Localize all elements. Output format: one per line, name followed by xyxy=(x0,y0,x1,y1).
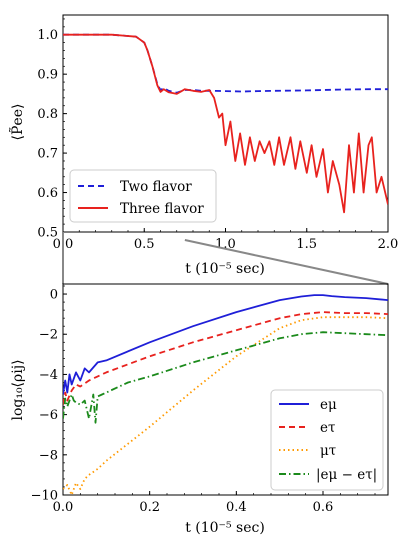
top-y-tick-label-3: 0.8 xyxy=(37,107,58,122)
bottom-series-line-0 xyxy=(63,294,388,395)
bottom-y-tick-label-0: 0 xyxy=(50,288,58,303)
bottom-x-tick-label-1: 0.2 xyxy=(139,500,160,515)
bottom-x-tick-label-0: 0.0 xyxy=(53,500,74,515)
legend-label-e-tau: eτ xyxy=(320,420,335,436)
bottom-series-line-3 xyxy=(63,331,388,424)
top-series-line-0 xyxy=(63,33,388,94)
top-series-line-1 xyxy=(63,33,388,214)
top-x-axis-label: t (10⁻⁵ sec) xyxy=(185,261,265,277)
top-y-tick-label-2: 0.7 xyxy=(37,147,58,162)
bottom-series-line-2 xyxy=(63,316,388,495)
bottom-y-tick-label-1: −2 xyxy=(39,328,58,343)
top-legend: Two flavor Three flavor xyxy=(69,169,217,223)
bottom-series-line-1 xyxy=(63,311,388,405)
top-x-tick-label-3: 1.5 xyxy=(296,237,317,252)
top-y-axis-label: ⟨P̃ee⟩ xyxy=(8,104,26,141)
bottom-x-axis-label: t (10⁻⁵ sec) xyxy=(185,520,265,536)
legend-label-three-flavor: Three flavor xyxy=(120,201,204,217)
legend-label-two-flavor: Two flavor xyxy=(120,179,192,195)
bottom-y-tick-label-3: −6 xyxy=(39,408,58,423)
bottom-y-tick-label-5: −10 xyxy=(31,489,58,504)
top-ticks: 0.00.51.01.52.00.50.60.70.80.91.0 xyxy=(37,18,399,252)
legend-label-e-mu: eμ xyxy=(320,397,337,413)
top-x-tick-label-4: 2.0 xyxy=(378,237,399,252)
bottom-series-layer xyxy=(63,294,388,495)
bottom-legend: eμ eτ μτ |eμ − eτ| xyxy=(270,389,384,491)
bottom-x-tick-label-2: 0.4 xyxy=(226,500,247,515)
legend-label-mu-tau: μτ xyxy=(320,443,336,459)
top-x-tick-label-1: 0.5 xyxy=(134,237,155,252)
bottom-x-tick-label-3: 0.6 xyxy=(313,500,334,515)
top-series-layer xyxy=(63,33,388,214)
bottom-ticks: 0.0 0.2 0.4 0.6 0 −2 −4 −6 −8 −10 xyxy=(31,285,376,515)
bottom-legend-box xyxy=(270,389,384,491)
bottom-y-axis-label: log₁₀⟨ρij⟩ xyxy=(10,359,26,420)
bottom-panel: 0.0 0.2 0.4 0.6 0 −2 −4 −6 −8 −10 t (10⁻⁵ sec) lo… xyxy=(10,283,389,536)
legend-label-abs-diff: |eμ − eτ| xyxy=(316,467,377,483)
top-y-tick-label-4: 0.9 xyxy=(37,68,58,83)
bottom-y-tick-label-2: −4 xyxy=(39,368,58,383)
bottom-y-tick-label-4: −8 xyxy=(39,448,58,463)
zoom-connector-right xyxy=(184,239,389,285)
top-y-tick-label-0: 0.5 xyxy=(37,226,58,241)
top-panel: 0.00.51.01.52.00.50.60.70.80.91.0 t (10⁻… xyxy=(8,14,399,277)
top-y-tick-label-1: 0.6 xyxy=(37,186,58,201)
top-y-tick-label-5: 1.0 xyxy=(37,28,58,43)
